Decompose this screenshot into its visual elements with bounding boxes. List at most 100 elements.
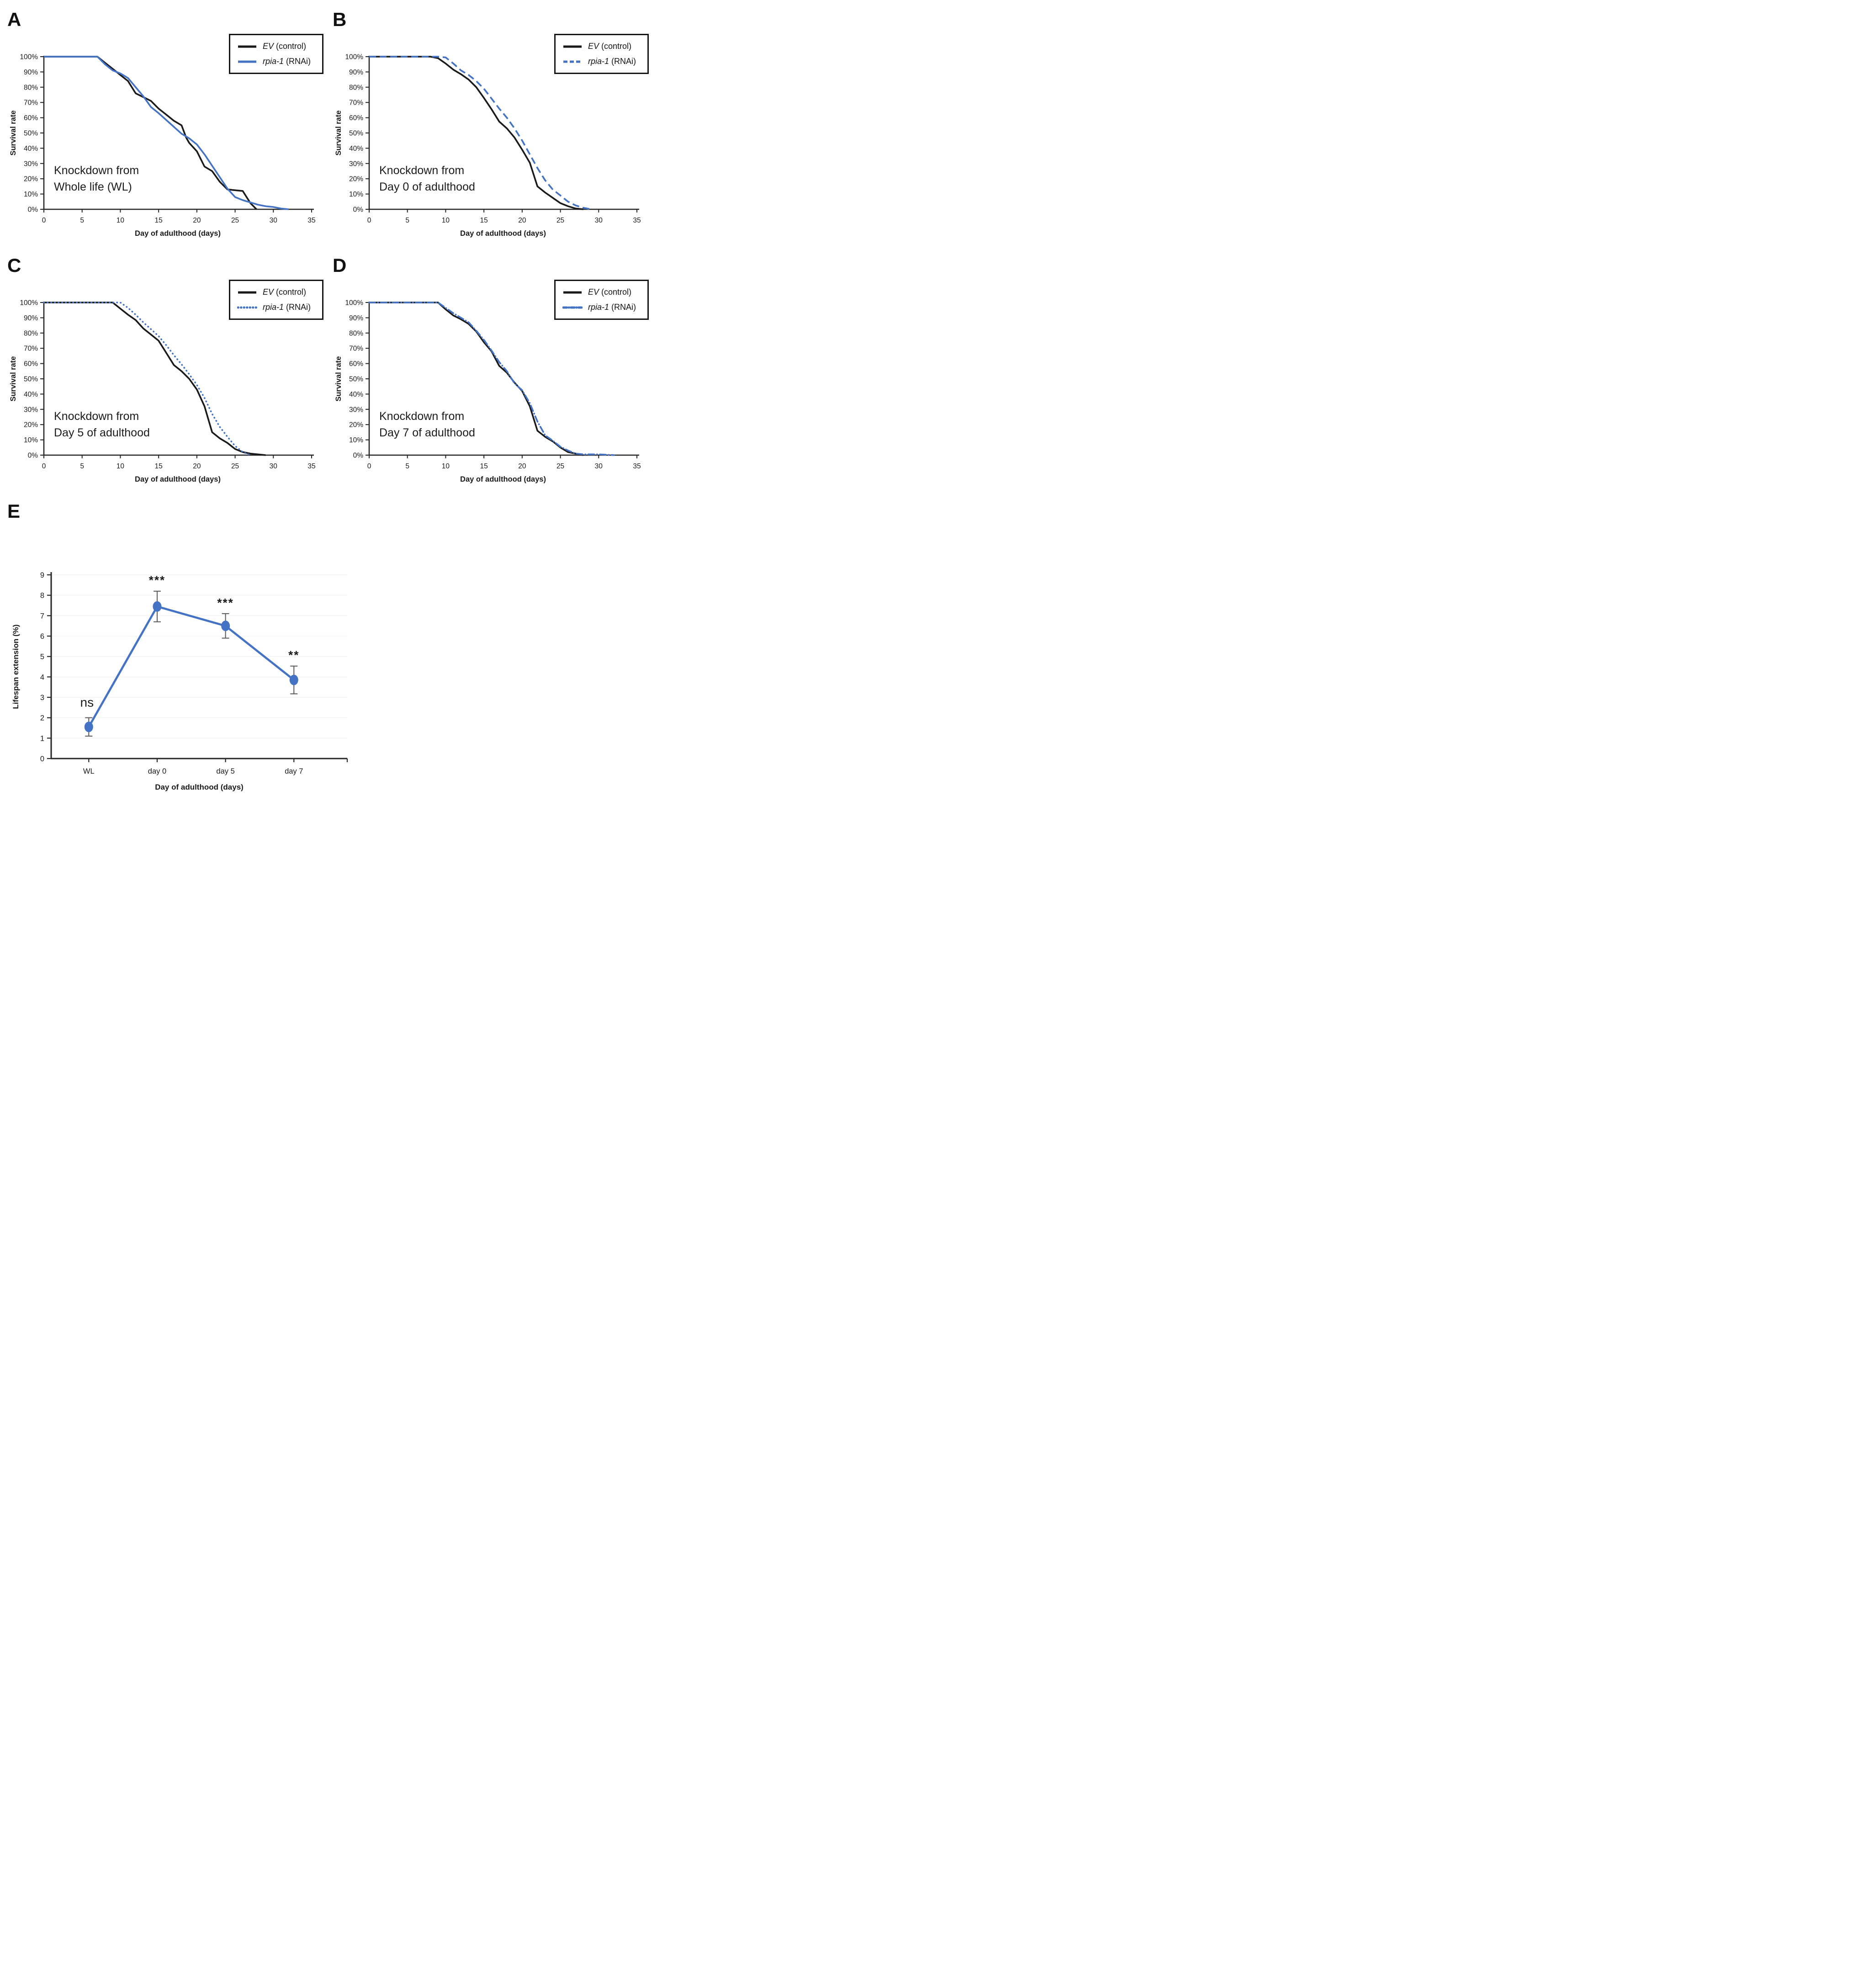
x-tick-label: 35 bbox=[307, 217, 315, 224]
legend-label-ev: EV (control) bbox=[263, 287, 306, 297]
y-tick-label: 40% bbox=[24, 391, 38, 398]
legend-rnai-name: rpia-1 bbox=[588, 303, 609, 312]
y-tick-label: 8 bbox=[40, 592, 44, 600]
panel-b: B 0 5 10 15 20 25 30 35 0% 10% 20% 30% 40% 50% 60% 70% 8… bbox=[333, 10, 652, 247]
data-point-marker bbox=[153, 601, 162, 612]
legend-rnai-name: rpia-1 bbox=[263, 303, 284, 312]
annotation-c-line2: Day 5 of adulthood bbox=[54, 426, 150, 439]
y-tick-label: 4 bbox=[40, 673, 44, 681]
x-tick-label: 25 bbox=[556, 462, 564, 470]
survival-curve-ev bbox=[369, 56, 583, 210]
x-tick-label: 15 bbox=[480, 217, 488, 224]
y-tick-label: 30% bbox=[24, 160, 38, 168]
x-tick-label: 10 bbox=[117, 462, 125, 470]
legend-rnai-rest: (RNAi) bbox=[284, 303, 311, 312]
survival-curve-rnai bbox=[369, 56, 591, 210]
y-tick-label: 1 bbox=[40, 734, 44, 743]
x-axis-title: Day of adulthood (days) bbox=[460, 229, 546, 238]
y-tick-label: 40% bbox=[24, 145, 38, 153]
data-point-marker bbox=[84, 722, 93, 733]
legend-ev-name: EV bbox=[588, 42, 599, 51]
legend-swatch-ev bbox=[563, 45, 582, 48]
sig-label: ** bbox=[288, 648, 299, 662]
annotation-a: Knockdown from Whole life (WL) bbox=[54, 163, 139, 195]
y-tick-label: 100% bbox=[20, 53, 38, 61]
legend-swatch-ev bbox=[563, 291, 582, 293]
legend-rnai-rest: (RNAi) bbox=[609, 57, 636, 66]
y-tick-label: 90% bbox=[349, 69, 363, 76]
legend-swatch-rnai bbox=[237, 306, 257, 308]
y-tick-label: 70% bbox=[349, 345, 363, 353]
annotation-b-line1: Knockdown from bbox=[379, 164, 465, 177]
x-tick-label: 15 bbox=[155, 462, 163, 470]
y-tick-label: 0% bbox=[28, 206, 38, 214]
annotation-d-line1: Knockdown from bbox=[379, 410, 465, 423]
y-tick-label: 20% bbox=[24, 421, 38, 429]
legend-ev-rest: (control) bbox=[274, 42, 307, 51]
y-axis-title: Survival rate bbox=[334, 110, 343, 155]
x-tick-label: 25 bbox=[556, 217, 564, 224]
legend-label-ev: EV (control) bbox=[588, 42, 631, 51]
y-tick-label: 5 bbox=[40, 653, 44, 661]
annotation-a-line2: Whole life (WL) bbox=[54, 180, 132, 193]
legend-item-rnai: rpia-1 (RNAi) bbox=[562, 303, 639, 312]
x-tick-label: 35 bbox=[633, 217, 641, 224]
y-tick-label: 40% bbox=[349, 145, 363, 153]
annotation-d: Knockdown from Day 7 of adulthood bbox=[379, 409, 475, 441]
panel-a: A 0 5 10 15 20 25 30 35 0% 10% 20% 30% 40% 50% 60% 70% 8… bbox=[7, 10, 327, 247]
legend-label-ev: EV (control) bbox=[588, 287, 631, 297]
y-tick-label: 60% bbox=[349, 360, 363, 368]
data-point-marker bbox=[221, 621, 230, 632]
y-tick-label: 0% bbox=[353, 452, 364, 460]
x-tick-label: 15 bbox=[480, 462, 488, 470]
legend-label-rnai: rpia-1 (RNAi) bbox=[263, 57, 311, 66]
annotation-c-line1: Knockdown from bbox=[54, 410, 139, 423]
survival-curve-ev bbox=[44, 302, 266, 456]
annotation-a-line1: Knockdown from bbox=[54, 164, 139, 177]
y-tick-label: 70% bbox=[349, 99, 363, 107]
y-tick-label: 50% bbox=[349, 376, 363, 383]
y-tick-label: 40% bbox=[349, 391, 363, 398]
legend-swatch-ev bbox=[238, 45, 256, 48]
x-axis-title: Day of adulthood (days) bbox=[155, 783, 244, 791]
legend-rnai-rest: (RNAi) bbox=[284, 57, 311, 66]
y-tick-label: 0% bbox=[28, 452, 38, 460]
legend-rnai-name: rpia-1 bbox=[263, 57, 284, 66]
legend-ev-rest: (control) bbox=[599, 287, 632, 297]
x-category-label: day 5 bbox=[216, 767, 234, 775]
legend-swatch-rnai bbox=[563, 60, 582, 63]
legend-item-ev: EV (control) bbox=[237, 42, 314, 51]
y-tick-label: 60% bbox=[349, 114, 363, 122]
x-tick-label: 10 bbox=[442, 217, 450, 224]
y-tick-label: 10% bbox=[24, 191, 38, 198]
survival-chart-d: 0 5 10 15 20 25 30 35 0% 10% 20% 30% 40% 50% 60% 70% 80%… bbox=[334, 299, 641, 484]
y-axis-title: Survival rate bbox=[9, 110, 17, 155]
y-tick-label: 90% bbox=[24, 69, 38, 76]
x-tick-label: 10 bbox=[117, 217, 125, 224]
legend-item-ev: EV (control) bbox=[562, 287, 639, 297]
y-tick-label: 30% bbox=[349, 160, 363, 168]
legend-rnai-name: rpia-1 bbox=[588, 57, 609, 66]
y-tick-label: 0% bbox=[353, 206, 364, 214]
annotation-d-line2: Day 7 of adulthood bbox=[379, 426, 475, 439]
x-tick-label: 30 bbox=[595, 217, 603, 224]
y-tick-label: 30% bbox=[24, 406, 38, 414]
panel-c-letter: C bbox=[7, 255, 21, 276]
x-tick-label: 35 bbox=[307, 462, 315, 470]
survival-curve-rnai bbox=[368, 302, 615, 456]
sig-label: *** bbox=[217, 596, 233, 610]
legend-d: EV (control) rpia-1 (RNAi) bbox=[554, 280, 649, 320]
panel-c-chart-area: 0 5 10 15 20 25 30 35 0% 10% 20% 30% 40% 50% 60% 70% 80%… bbox=[7, 277, 323, 493]
x-tick-label: 5 bbox=[405, 462, 409, 470]
x-tick-label: 35 bbox=[633, 462, 641, 470]
x-category-label: day 0 bbox=[148, 767, 166, 775]
panel-e: E 0 1 2 3 4 5 6 7 8 9 WL day 0 day 5 day 7 Day of adul… bbox=[7, 502, 652, 795]
x-tick-label: 20 bbox=[193, 462, 201, 470]
y-tick-label: 60% bbox=[24, 360, 38, 368]
y-tick-label: 10% bbox=[349, 436, 363, 444]
y-tick-label: 80% bbox=[349, 329, 363, 337]
survival-curve-rnai bbox=[43, 302, 251, 456]
y-tick-label: 20% bbox=[349, 421, 363, 429]
panel-c: C 0 5 10 15 20 25 30 35 0% 10% 20% 30% 40% 50% 60% 70% 8… bbox=[7, 256, 327, 493]
x-tick-label: 10 bbox=[442, 462, 450, 470]
